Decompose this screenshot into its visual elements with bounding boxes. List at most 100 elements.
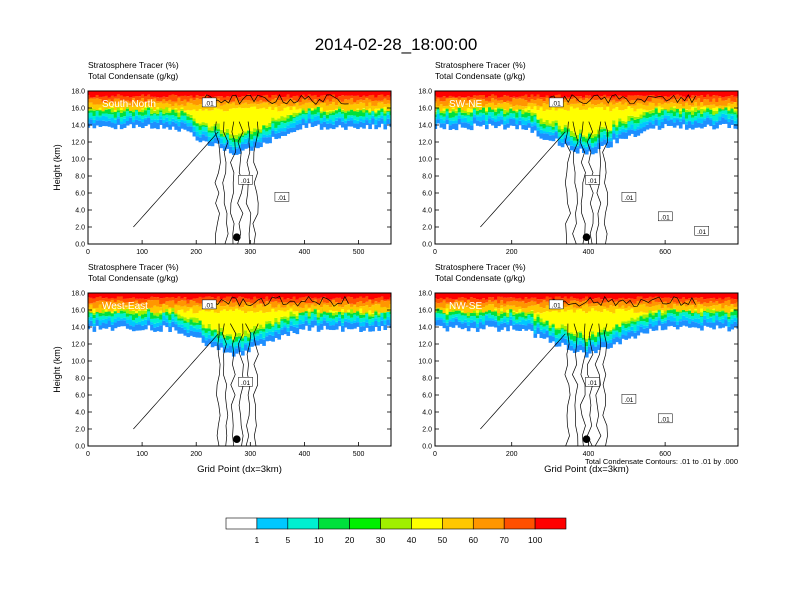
tracer-column	[706, 293, 710, 327]
tracer-column	[141, 293, 145, 331]
tracer-column	[168, 91, 172, 130]
tracer-column	[374, 293, 378, 327]
x-tick-label: 0	[433, 249, 437, 256]
tracer-column	[512, 91, 516, 126]
tracer-column	[633, 293, 638, 339]
x-tick-label: 200	[190, 249, 202, 256]
updraft-contour	[230, 121, 236, 244]
tracer-column	[609, 91, 613, 148]
subtitle-tracer: Stratosphere Tracer (%)	[88, 60, 179, 70]
tracer-column	[125, 91, 130, 126]
y-axis-label: Height (km)	[52, 144, 62, 191]
tracer-column	[368, 293, 372, 332]
y-tick-label: 0.0	[422, 242, 432, 249]
tracer-column	[521, 91, 525, 130]
tracer-column	[186, 293, 191, 338]
x-tick-label: 100	[136, 451, 148, 458]
tracer-column	[472, 293, 477, 329]
tracer-column	[262, 293, 266, 346]
tracer-field	[88, 293, 391, 446]
colorbar-swatch	[442, 517, 474, 530]
updraft-contour	[602, 121, 609, 244]
tracer-column	[316, 293, 321, 332]
tracer-column	[138, 91, 142, 127]
tracer-column	[101, 293, 106, 329]
tracer-column	[497, 91, 501, 127]
tracer-column	[536, 293, 541, 334]
updraft-contour	[572, 323, 579, 446]
tracer-field	[435, 293, 738, 446]
tracer-column	[92, 91, 97, 129]
y-tick-label: 10.0	[71, 359, 85, 366]
tracer-column	[697, 91, 701, 128]
tracer-column	[712, 293, 716, 330]
tracer-column	[377, 293, 381, 331]
tracer-column	[724, 293, 728, 327]
x-tick-label: 400	[583, 249, 595, 256]
tracer-column	[460, 91, 465, 128]
tracer-column	[277, 91, 282, 139]
contour-footnote: Total Condensate Contours: .01 to .01 by…	[585, 457, 738, 466]
colorbar-swatch	[318, 517, 350, 530]
tracer-column	[153, 91, 157, 129]
tracer-column	[663, 293, 668, 330]
tracer-column	[365, 91, 369, 126]
tracer-column	[159, 91, 163, 125]
tracer-column	[518, 91, 522, 126]
tracer-column	[709, 91, 713, 127]
tracer-column	[119, 91, 124, 130]
tracer-column	[162, 91, 166, 129]
tracer-column	[122, 293, 127, 327]
updraft-contour	[564, 323, 571, 446]
tracer-column	[359, 293, 363, 332]
tracer-column	[691, 91, 695, 130]
tracer-column	[509, 91, 513, 126]
contour-label: .01	[205, 302, 214, 309]
tracer-column	[727, 293, 732, 332]
tracer-column	[380, 91, 385, 124]
contour-label: .01	[552, 100, 561, 107]
contour-label-box	[238, 175, 253, 185]
y-tick-label: 6.0	[422, 393, 432, 400]
y-tick-label: 14.0	[71, 325, 85, 332]
tracer-column	[485, 91, 489, 130]
y-tick-label: 4.0	[75, 410, 85, 417]
tracer-column	[134, 91, 139, 125]
updraft-contour	[216, 323, 221, 446]
y-tick-label: 6.0	[75, 191, 85, 198]
tracer-column	[533, 293, 538, 338]
tracer-column	[271, 91, 275, 137]
updraft-contour	[229, 323, 237, 446]
tracer-column	[334, 293, 339, 330]
tracer-column	[494, 91, 498, 129]
y-tick-label: 2.0	[75, 427, 85, 434]
tracer-column	[518, 293, 522, 331]
tracer-column	[322, 293, 327, 326]
tracer-column	[630, 91, 635, 134]
tracer-column	[362, 293, 366, 331]
tracer-column	[478, 293, 483, 329]
tracer-column	[594, 91, 598, 154]
tracer-column	[700, 91, 704, 129]
updraft-contour	[579, 121, 586, 244]
contour-label-box	[585, 175, 600, 185]
tracer-column	[545, 293, 550, 338]
cloud-edge-contour	[480, 131, 566, 228]
contour-label: .01	[552, 302, 561, 309]
tracer-column	[460, 293, 465, 330]
cloud-edge-contour	[480, 333, 566, 430]
contour-label-box	[274, 192, 290, 202]
contour-label: .01	[624, 397, 633, 404]
tracer-column	[147, 91, 151, 125]
location-marker	[232, 435, 241, 444]
tracer-column	[353, 293, 357, 329]
contour-label-box	[548, 299, 564, 310]
location-marker	[582, 435, 591, 444]
contour-label-box	[201, 97, 217, 108]
tracer-column	[301, 91, 306, 126]
tracer-column	[228, 91, 233, 154]
tracer-column	[286, 293, 291, 336]
tracer-column	[730, 91, 735, 125]
tracer-column	[362, 91, 366, 129]
